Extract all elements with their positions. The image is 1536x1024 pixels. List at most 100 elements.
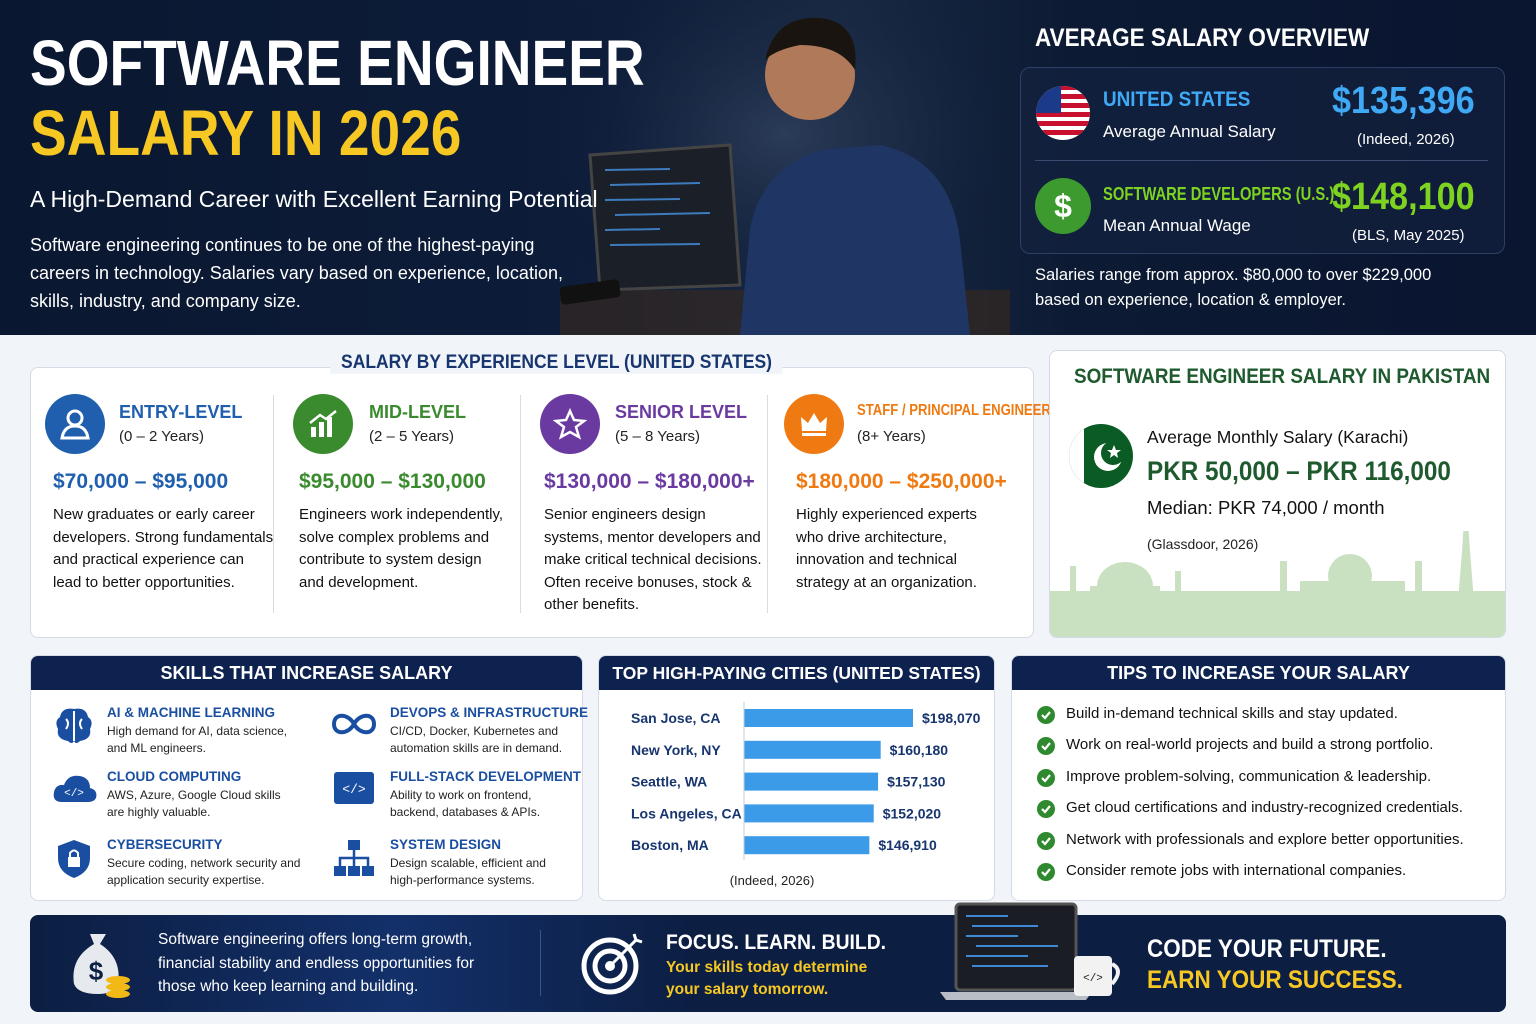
tip-text: Improve problem-solving, communication &… xyxy=(1066,767,1432,785)
skill-description: AWS, Azure, Google Cloud skills are high… xyxy=(107,788,281,819)
money-bag-icon: $ xyxy=(73,934,130,998)
category-label: Los Angeles, CA xyxy=(631,805,742,821)
skill-name: SYSTEM DESIGN xyxy=(390,837,502,852)
check-mark xyxy=(1041,805,1051,814)
bar xyxy=(744,740,881,759)
tip-text: Network with professionals and explore b… xyxy=(1066,830,1464,848)
divider xyxy=(520,395,521,613)
tip-text: Get cloud certifications and industry-re… xyxy=(1066,799,1463,817)
overview-title: AVERAGE SALARY OVERVIEW xyxy=(1035,24,1370,52)
svg-text:</>: </> xyxy=(342,782,366,797)
level-range: $180,000 – $250,000+ xyxy=(796,470,1007,493)
overview-source: (BLS, May 2025) xyxy=(1352,227,1465,244)
level-name: SENIOR LEVEL xyxy=(615,402,748,422)
pakistan-title: SOFTWARE ENGINEER SALARY IN PAKISTAN xyxy=(1074,365,1491,388)
svg-text:$: $ xyxy=(89,956,104,986)
level-years: (0 – 2 Years) xyxy=(119,428,205,445)
category-label: New York, NY xyxy=(631,742,721,758)
overview-note: Salaries range from approx. $80,000 to o… xyxy=(1035,266,1432,309)
skill-description: High demand for AI, data science, and ML… xyxy=(107,724,288,755)
target-icon xyxy=(581,933,643,995)
laptop-illustration: </> xyxy=(940,902,1120,1000)
category-label: Seattle, WA xyxy=(631,774,707,790)
check-icon xyxy=(1037,863,1055,881)
level-description: Senior engineers design systems, mentor … xyxy=(544,506,762,613)
chart-title: TOP HIGH-PAYING CITIES (UNITED STATES) xyxy=(599,656,994,690)
crown-icon xyxy=(784,394,844,454)
value-label: $157,130 xyxy=(887,774,946,790)
bar xyxy=(744,804,874,823)
overview-sublabel: Mean Annual Wage xyxy=(1103,216,1251,235)
code-icon: </> xyxy=(334,772,374,804)
skill-description: CI/CD, Docker, Kubernetes and automation… xyxy=(390,724,563,755)
level-name: ENTRY-LEVEL xyxy=(119,402,243,422)
chart-source: (Indeed, 2026) xyxy=(730,873,815,888)
category-label: San Jose, CA xyxy=(631,710,720,726)
overview-source: (Indeed, 2026) xyxy=(1357,131,1455,148)
check-mark xyxy=(1041,774,1051,783)
check-mark xyxy=(1041,711,1051,720)
level-range: $95,000 – $130,000 xyxy=(299,470,486,493)
skill-description: Design scalable, efficient and high-perf… xyxy=(390,856,546,887)
level-description: Engineers work independently, solve comp… xyxy=(299,506,504,591)
value-label: $160,180 xyxy=(890,742,949,758)
check-icon xyxy=(1037,737,1055,756)
divider xyxy=(767,395,768,613)
title-line1: SOFTWARE ENGINEER xyxy=(30,27,645,99)
hierarchy-icon xyxy=(334,840,374,876)
brain-icon xyxy=(56,708,92,743)
value-label: $152,020 xyxy=(883,805,942,821)
tips-card: TIPS TO INCREASE YOUR SALARY xyxy=(1011,655,1506,901)
pakistan-range: PKR 50,000 – PKR 116,000 xyxy=(1147,456,1451,486)
overview-sublabel: Average Annual Salary xyxy=(1103,122,1276,141)
us-flag xyxy=(1036,86,1090,140)
bar-chart: San Jose, CA $198,070 New York, NY $160,180… xyxy=(631,702,981,888)
cloud-icon: </> xyxy=(53,775,97,802)
svg-text:</>: </> xyxy=(64,788,84,800)
experience-card xyxy=(30,367,1034,638)
pakistan-median: Median: PKR 74,000 / month xyxy=(1147,497,1385,518)
footer-motto-sub: Your skills today determine your salary … xyxy=(666,959,868,998)
footer-cta-line1: CODE YOUR FUTURE. xyxy=(1147,935,1387,963)
footer-motto: FOCUS. LEARN. BUILD. xyxy=(666,931,887,954)
subtitle: A High-Demand Career with Excellent Earn… xyxy=(30,186,598,212)
footer-cta-line2: EARN YOUR SUCCESS. xyxy=(1147,966,1403,994)
level-years: (5 – 8 Years) xyxy=(615,428,701,445)
svg-text:</>: </> xyxy=(1083,973,1103,985)
level-description: New graduates or early career developers… xyxy=(53,506,274,591)
check-icon xyxy=(1037,706,1055,724)
category-label: Boston, MA xyxy=(631,837,709,853)
skill-name: DEVOPS & INFRASTRUCTURE xyxy=(390,705,589,720)
footer-message: Software engineering offers long-term gr… xyxy=(158,931,475,995)
skill-description: Secure coding, network security and appl… xyxy=(107,856,301,887)
level-years: (2 – 5 Years) xyxy=(369,428,455,445)
pakistan-flag xyxy=(1069,424,1133,488)
overview-label: SOFTWARE DEVELOPERS (U.S.) xyxy=(1103,184,1335,204)
divider xyxy=(1035,160,1488,161)
overview-label: UNITED STATES xyxy=(1103,88,1251,111)
tip-text: Consider remote jobs with international … xyxy=(1066,862,1407,879)
level-range: $70,000 – $95,000 xyxy=(53,470,229,493)
level-name: MID-LEVEL xyxy=(369,402,466,422)
skyline-illustration xyxy=(1050,531,1505,637)
shield-icon xyxy=(58,840,90,878)
pakistan-label: Average Monthly Salary (Karachi) xyxy=(1147,427,1409,447)
level-range: $130,000 – $180,000+ xyxy=(544,470,755,493)
growth-icon xyxy=(293,394,353,454)
tips-title: TIPS TO INCREASE YOUR SALARY xyxy=(1012,656,1505,690)
divider xyxy=(273,395,274,613)
skill-name: CLOUD COMPUTING xyxy=(107,769,242,784)
check-icon xyxy=(1037,768,1055,787)
bar xyxy=(744,772,879,791)
title-line2: SALARY IN 2026 xyxy=(30,97,462,169)
footer-band xyxy=(30,915,1506,1012)
skill-description: Ability to work on frontend, backend, da… xyxy=(390,788,541,819)
dollar-icon: $ xyxy=(1035,178,1091,234)
level-years: (8+ Years) xyxy=(857,428,926,445)
divider xyxy=(540,930,541,996)
overview-amount: $148,100 xyxy=(1332,176,1475,218)
bar xyxy=(744,836,870,855)
skill-name: CYBERSECURITY xyxy=(107,837,223,852)
tip-text: Work on real-world projects and build a … xyxy=(1066,736,1434,754)
pakistan-card xyxy=(1049,350,1506,638)
